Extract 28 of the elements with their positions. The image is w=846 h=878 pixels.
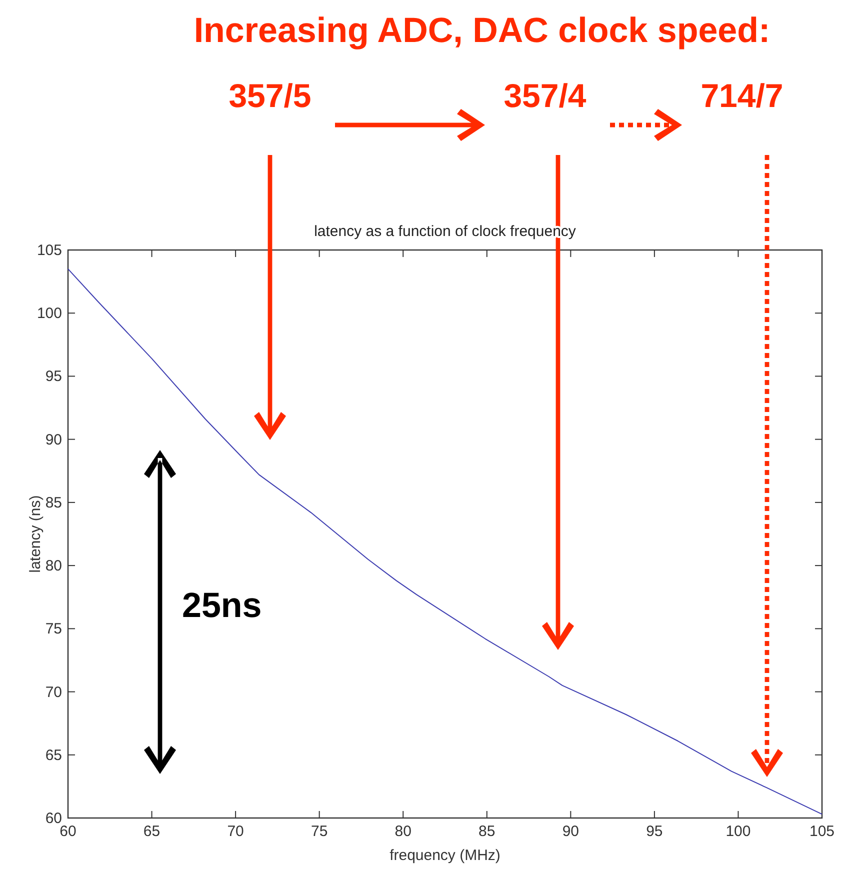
x-tick-label: 100 (726, 823, 751, 840)
y-tick-label: 80 (45, 558, 62, 575)
y-tick-label: 100 (36, 305, 62, 322)
x-tick-label: 70 (227, 823, 244, 840)
line-series (68, 268, 822, 815)
y-tick-label: 75 (45, 620, 62, 638)
y-tick-label: 65 (45, 746, 62, 764)
x-tick-label: 80 (394, 823, 412, 840)
y-tick-label: 60 (45, 810, 62, 827)
x-tick-label: 90 (562, 823, 580, 840)
text: 357/5 (228, 77, 312, 114)
y-axis-title: latency (ns) (27, 495, 44, 573)
y-tick-label: 105 (36, 242, 62, 259)
text: 714/7 (700, 77, 784, 114)
annotation: 25ns (182, 586, 262, 625)
y-tick-label: 90 (45, 431, 62, 448)
x-tick-label: 95 (646, 823, 663, 840)
x-tick-label: 65 (143, 823, 160, 840)
x-tick-label: 85 (478, 823, 496, 840)
y-tick-label: 85 (45, 494, 62, 512)
y-tick-label: 95 (45, 368, 62, 386)
x-tick-label: 75 (310, 823, 328, 840)
text: Increasing ADC, DAC clock speed: (194, 11, 770, 50)
x-tick-label: 60 (60, 823, 76, 840)
x-tick-label: 105 (809, 823, 835, 840)
x-axis-title: frequency (MHz) (390, 847, 500, 864)
y-tick-label: 70 (45, 684, 62, 701)
text: 357/4 (504, 77, 587, 114)
